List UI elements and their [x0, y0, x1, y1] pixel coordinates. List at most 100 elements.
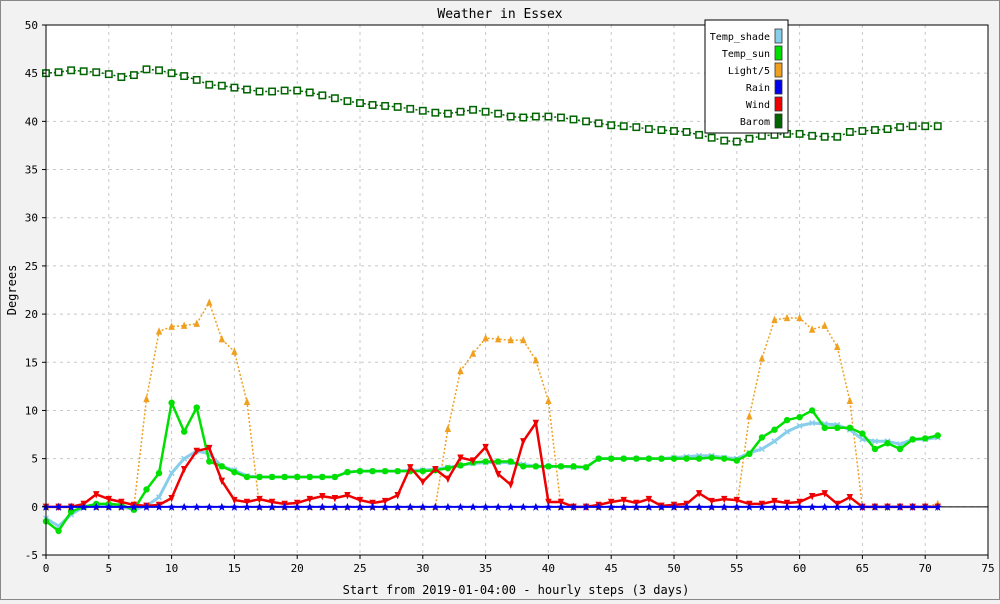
data-point-barom	[54, 68, 63, 77]
data-point-rain	[192, 502, 201, 511]
data-point-light	[771, 315, 778, 324]
data-point-barom	[180, 72, 189, 81]
data-point-wind	[118, 498, 125, 507]
data-point-barom	[594, 119, 603, 128]
data-point-wind	[407, 464, 414, 472]
data-point-barom	[205, 80, 214, 89]
data-point-barom	[192, 75, 201, 84]
data-point-temp-sun	[520, 463, 527, 470]
data-point-rain	[544, 502, 553, 511]
data-point-rain	[607, 502, 616, 511]
data-point-barom	[92, 68, 101, 77]
data-point-temp-sun	[808, 407, 816, 414]
data-point-temp-sun	[494, 458, 502, 465]
data-point-temp-sun	[608, 455, 615, 462]
y-tick-label: 20	[25, 308, 38, 321]
data-point-rain	[858, 502, 867, 511]
data-point-temp-sun	[168, 399, 175, 406]
legend-swatch	[774, 45, 783, 61]
data-point-barom	[531, 112, 540, 121]
data-point-barom	[544, 112, 553, 121]
data-point-wind	[432, 466, 439, 474]
data-point-rain	[783, 502, 792, 511]
data-point-barom	[720, 136, 729, 145]
data-point-temp-sun	[871, 445, 879, 453]
data-point-temp-sun	[620, 455, 627, 462]
data-point-barom	[921, 122, 930, 131]
chart-title: Weather in Essex	[437, 7, 562, 22]
data-point-rain	[594, 502, 603, 511]
data-point-wind	[608, 498, 615, 507]
data-point-temp-sun	[834, 424, 841, 431]
data-point-temp-sun	[695, 455, 703, 462]
data-point-rain	[293, 502, 302, 511]
data-point-barom	[519, 113, 528, 122]
data-point-barom	[619, 122, 628, 131]
data-point-wind	[256, 495, 263, 504]
y-tick-label: 10	[25, 404, 38, 417]
x-tick-label: 5	[105, 562, 112, 575]
data-point-rain	[732, 502, 741, 511]
data-point-barom	[557, 113, 565, 122]
data-point-temp-sun	[218, 463, 226, 470]
data-point-rain	[443, 502, 452, 511]
data-point-rain	[494, 502, 503, 511]
y-tick-label: 40	[25, 115, 38, 128]
data-point-light	[834, 342, 841, 351]
plot-area	[46, 25, 988, 555]
data-point-temp-sun	[419, 467, 426, 475]
data-point-wind	[721, 495, 728, 504]
data-point-temp-sun	[55, 527, 62, 535]
data-point-barom	[104, 70, 113, 79]
data-point-barom	[129, 71, 138, 80]
data-point-temp-sun	[922, 435, 929, 442]
data-point-barom	[494, 109, 503, 118]
data-point-light	[846, 396, 854, 405]
data-point-barom	[607, 121, 616, 130]
y-tick-label: 50	[25, 19, 38, 32]
series-group	[42, 65, 942, 535]
legend-label: Temp_shade	[710, 32, 770, 43]
data-point-barom	[795, 129, 804, 138]
plot-frame	[45, 24, 989, 556]
data-point-wind	[695, 490, 703, 498]
data-point-wind	[507, 481, 514, 489]
data-point-light	[494, 334, 502, 343]
data-point-wind	[444, 475, 452, 484]
legend: Temp_shade Temp_sun Light/5 Rain Wind Barom	[704, 19, 789, 134]
data-point-rain	[795, 502, 804, 511]
data-point-rain	[255, 502, 264, 511]
data-point-temp-sun	[758, 434, 766, 441]
data-point-temp-sun	[507, 458, 514, 465]
data-point-temp-sun	[281, 473, 288, 481]
data-point-rain	[531, 502, 540, 511]
data-point-temp-sun	[268, 473, 276, 481]
data-point-light	[469, 349, 477, 357]
data-point-temp-sun	[683, 455, 690, 462]
x-tick-label: 35	[479, 562, 492, 575]
data-point-rain	[180, 502, 189, 511]
data-point-temp-sun	[721, 455, 728, 462]
data-point-light	[821, 321, 828, 329]
data-point-barom	[431, 108, 440, 117]
legend-swatch	[774, 96, 783, 112]
data-point-rain	[368, 502, 377, 511]
x-tick-label: 25	[353, 562, 366, 575]
data-point-barom	[670, 127, 678, 135]
data-point-temp-sun	[859, 430, 866, 437]
data-point-wind	[482, 443, 489, 452]
legend-swatch	[774, 62, 783, 78]
y-tick-label: 15	[25, 356, 38, 369]
x-tick-label: 0	[43, 562, 50, 575]
data-point-temp-shade	[758, 445, 765, 453]
data-point-temp-sun	[180, 428, 188, 435]
data-point-light	[520, 335, 527, 344]
data-point-temp-sun	[645, 455, 653, 462]
data-point-wind	[268, 498, 276, 507]
legend-swatch	[774, 79, 783, 95]
data-point-wind	[168, 494, 175, 503]
data-point-light	[746, 412, 753, 420]
data-point-temp-sun	[796, 414, 803, 421]
data-point-wind	[419, 478, 426, 486]
